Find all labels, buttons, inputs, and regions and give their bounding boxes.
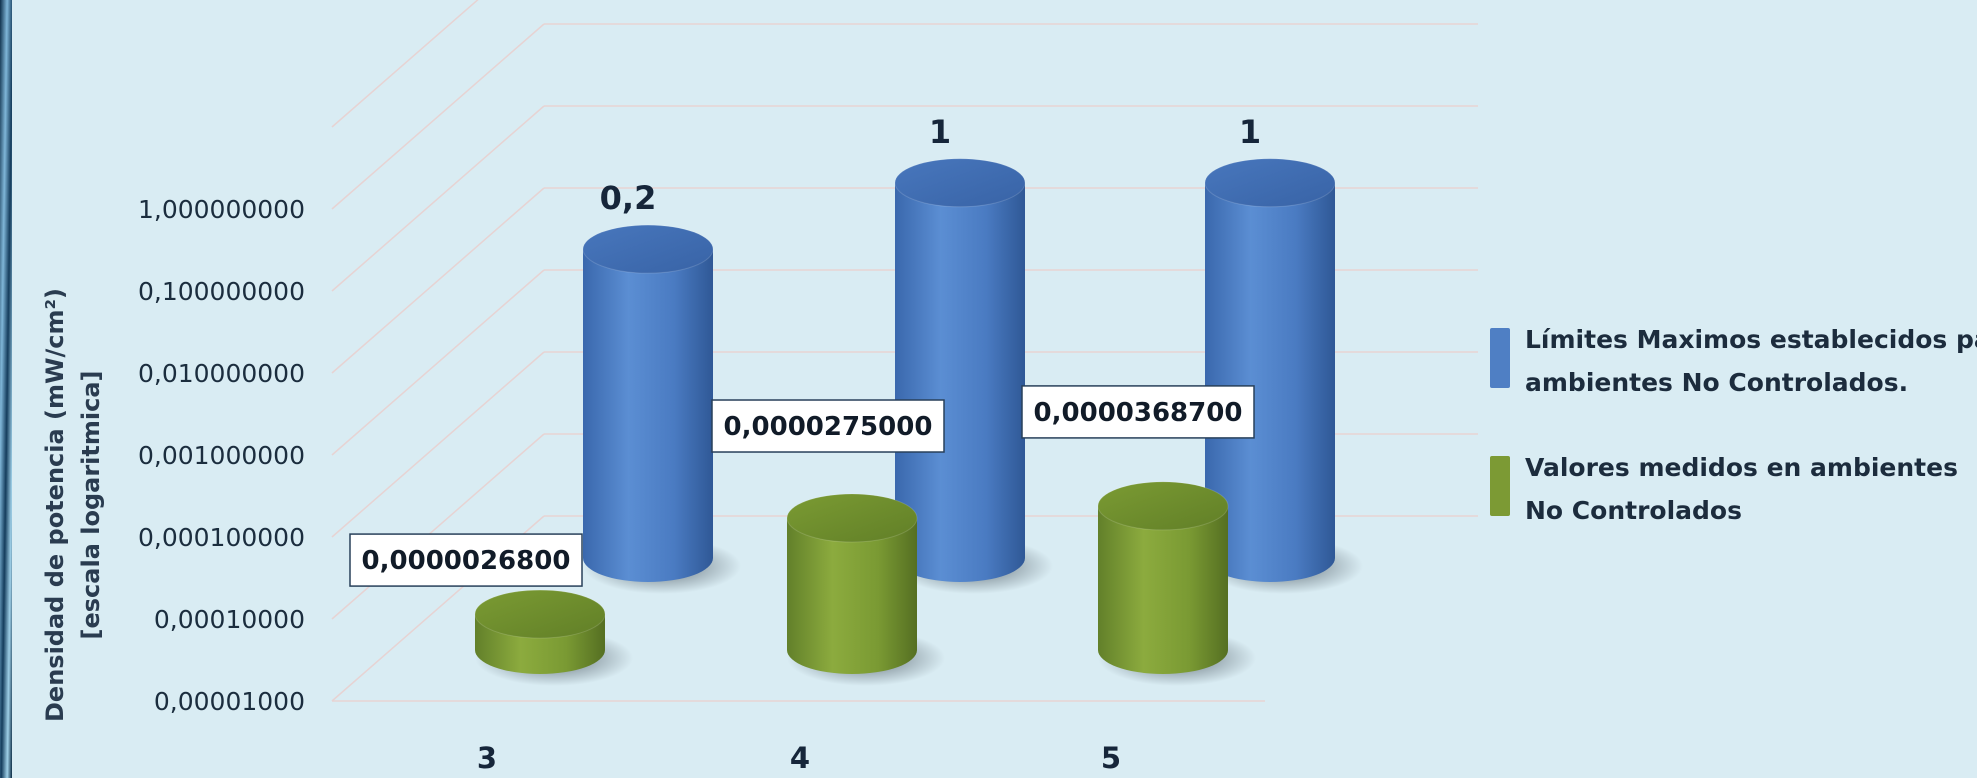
legend-swatch — [1490, 456, 1510, 516]
bar-limit-5-body — [1205, 182, 1335, 582]
gridline-depth — [331, 187, 545, 374]
data-label-limit: 1 — [1239, 113, 1261, 151]
x-tick-label: 4 — [790, 741, 810, 775]
y-tick-label: 0,100000000 — [138, 277, 305, 306]
bar-limit-4-top — [894, 158, 1026, 208]
y-axis-title-line-2: [escala logaritmica] — [77, 371, 105, 640]
bar-limit-3-body — [583, 249, 713, 582]
bar-measured-4 — [786, 493, 918, 674]
bar-measured-5-body — [1098, 505, 1228, 674]
gridline-depth — [331, 351, 545, 538]
legend-label: No Controlados — [1525, 496, 1742, 525]
data-label-measured: 0,0000275000 — [724, 412, 933, 442]
bar-limit-5 — [1204, 158, 1336, 582]
data-label-limit: 0,2 — [600, 179, 657, 217]
y-tick-label: 1,000000000 — [138, 195, 305, 224]
bar-limit-3-top — [582, 224, 714, 274]
bar-measured-3-top — [474, 589, 606, 639]
y-tick-label: 0,010000000 — [138, 359, 305, 388]
gridline-depth — [331, 23, 545, 210]
legend-label: Límites Maximos establecidos para — [1525, 325, 1977, 354]
bar-limit-3 — [582, 224, 714, 582]
y-axis-title-line-1: Densidad de potencia (mW/cm²) — [41, 288, 69, 722]
y-axis-tick-labels: 1,000000000 0,100000000 0,010000000 0,00100… — [138, 195, 305, 716]
x-axis-tick-labels: 3 4 5 — [477, 741, 1121, 775]
bar-limit-4-body — [895, 182, 1025, 582]
legend-swatch — [1490, 328, 1510, 388]
bar-limit-4 — [894, 158, 1026, 582]
gridline-depth — [331, 269, 545, 456]
data-labels: 0,2 1 1 0,0000026800 0,0000275000 0,000036870… — [349, 113, 1261, 587]
x-tick-label: 3 — [477, 741, 497, 775]
bar-measured-4-top — [786, 493, 918, 543]
y-axis-title: Densidad de potencia (mW/cm²) [escala lo… — [41, 288, 105, 722]
bar-limit-5-top — [1204, 158, 1336, 208]
legend-label: Valores medidos en ambientes — [1525, 453, 1958, 482]
data-label-box — [711, 399, 945, 453]
gridline-depth — [331, 433, 545, 620]
bar-measured-4-body — [787, 518, 917, 674]
bar-measured-5 — [1097, 481, 1229, 674]
y-tick-label: 0,00001000 — [154, 687, 305, 716]
gridline-depth — [331, 0, 479, 128]
data-label-box — [1021, 385, 1255, 439]
bar-measured-3 — [474, 589, 606, 674]
y-tick-label: 0,00010000 — [154, 605, 305, 634]
y-tick-label: 0,001000000 — [138, 441, 305, 470]
legend: Límites Maximos establecidos para ambient… — [1490, 325, 1977, 525]
x-tick-label: 5 — [1101, 741, 1121, 775]
data-label-measured: 0,0000026800 — [362, 546, 571, 576]
bar-measured-5-top — [1097, 481, 1229, 531]
gridline-depth — [331, 105, 545, 292]
y-tick-label: 0,000100000 — [138, 523, 305, 552]
data-label-box — [349, 533, 583, 587]
left-edge-decoration — [0, 0, 12, 778]
data-label-limit: 1 — [929, 113, 951, 151]
legend-label: ambientes No Controlados. — [1525, 368, 1908, 397]
plot-area — [474, 158, 1336, 674]
data-label-measured: 0,0000368700 — [1034, 398, 1243, 428]
